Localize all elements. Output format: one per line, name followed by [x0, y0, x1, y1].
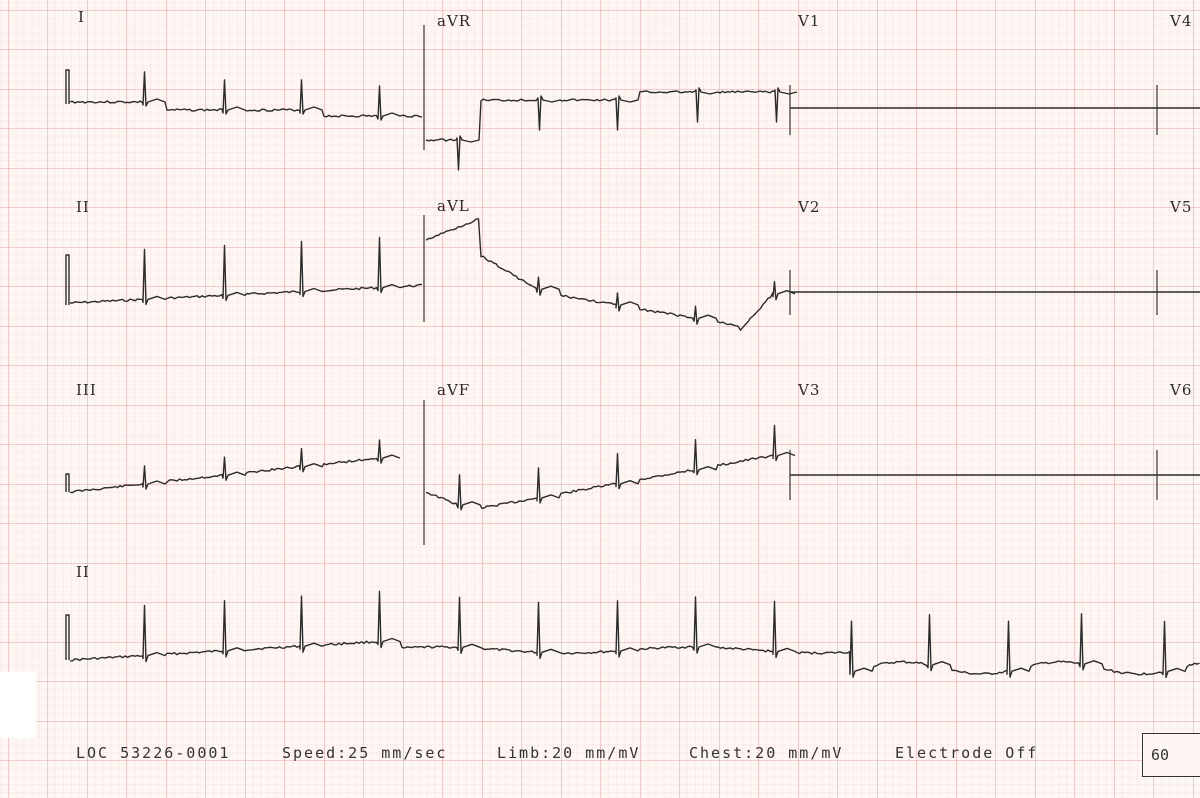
lead-label-avr: aVR: [437, 12, 472, 30]
heart-rate-value: 60: [1151, 746, 1170, 764]
lead-label-i: I: [78, 8, 85, 26]
location-code: LOC 53226-0001: [76, 744, 231, 762]
electrode-status: Electrode Off: [895, 744, 1039, 762]
lead-label-rhythm: II: [76, 563, 90, 581]
lead-label-v3: V3: [798, 381, 821, 399]
chest-gain: Chest:20 mm/mV: [689, 744, 844, 762]
scan-patch: [0, 672, 36, 738]
heart-rate-box: 60: [1142, 733, 1200, 777]
lead-label-avf: aVF: [437, 381, 471, 399]
limb-gain: Limb:20 mm/mV: [497, 744, 641, 762]
lead-label-v1: V1: [798, 12, 821, 30]
lead-label-v4: V4: [1170, 12, 1193, 30]
lead-separators: [423, 25, 1158, 545]
ecg-traces: [65, 69, 1200, 679]
lead-label-ii: II: [76, 198, 90, 216]
lead-label-iii: III: [76, 381, 97, 399]
lead-label-v2: V2: [798, 198, 821, 216]
lead-label-avl: aVL: [437, 197, 470, 215]
paper-speed: Speed:25 mm/sec: [282, 744, 448, 762]
lead-label-v6: V6: [1170, 381, 1193, 399]
lead-label-v5: V5: [1170, 198, 1193, 216]
